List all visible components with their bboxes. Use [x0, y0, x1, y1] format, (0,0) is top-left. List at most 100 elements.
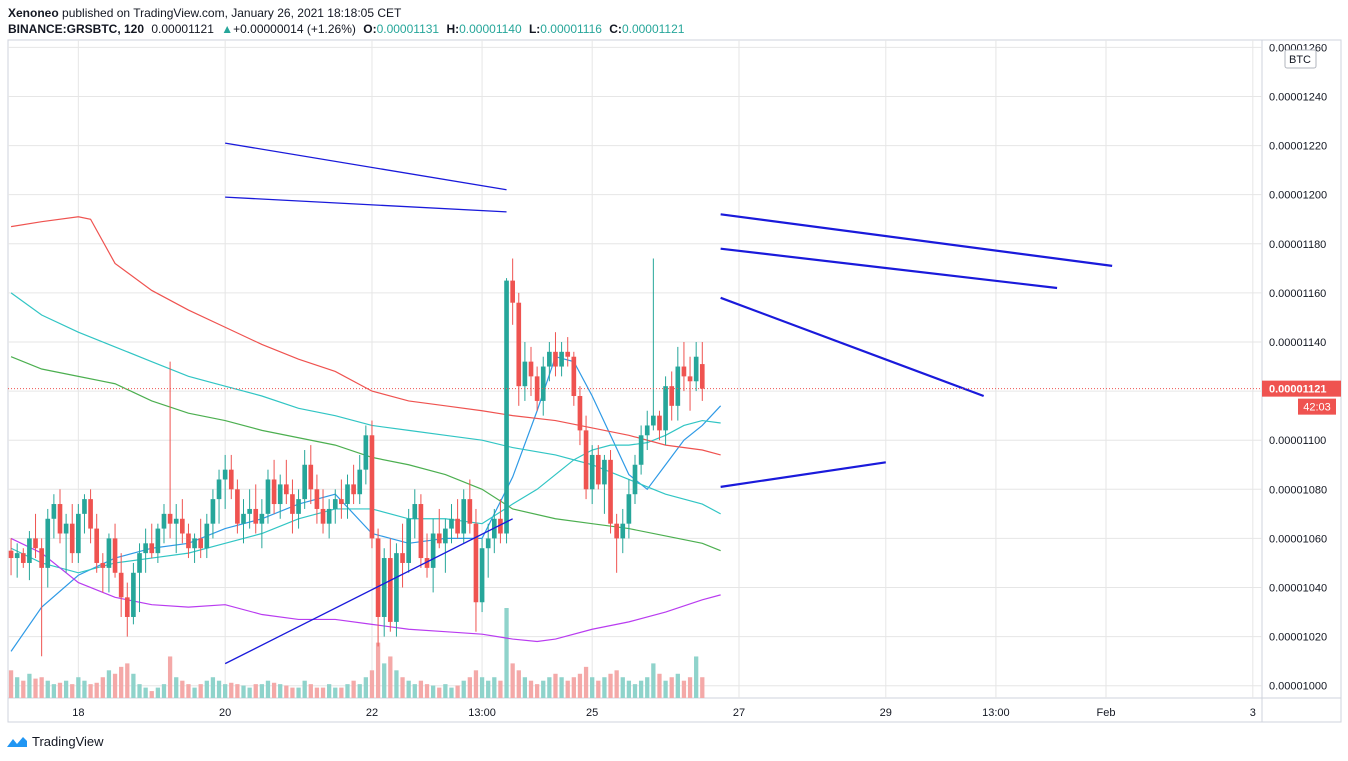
candle-body	[210, 499, 216, 524]
x-tick-label: 20	[219, 707, 231, 719]
candle-body	[45, 518, 51, 568]
candle-body	[430, 533, 436, 568]
volume-bar	[700, 677, 705, 698]
published-text: published on TradingView.com, January 26…	[62, 6, 402, 20]
candle-body	[149, 543, 155, 554]
trendline	[720, 213, 1113, 267]
candle-body	[387, 558, 393, 622]
volume-bar	[437, 687, 442, 698]
volume-bar	[229, 682, 234, 698]
candle-body	[406, 518, 411, 563]
volume-bar	[204, 680, 209, 698]
candle-body	[375, 538, 381, 617]
trendline	[225, 142, 507, 191]
volume-bar	[45, 680, 50, 698]
candle-body	[27, 538, 32, 563]
volume-bar	[486, 680, 491, 698]
candle-body	[8, 550, 14, 559]
candle-body	[424, 558, 430, 568]
tradingview-logo[interactable]: TradingView	[6, 734, 104, 749]
volume-bar	[339, 687, 344, 698]
volume-bar	[27, 673, 32, 698]
volume-bar	[479, 677, 485, 698]
current-price-tag	[1262, 380, 1341, 397]
volume-bar	[382, 663, 387, 698]
trendline	[720, 296, 985, 398]
volume-bar	[449, 687, 454, 698]
candle-body	[106, 538, 112, 568]
y-tick-label: 0.00001020	[1269, 632, 1327, 644]
volume-bar	[186, 684, 191, 698]
brand-label: TradingView	[32, 734, 104, 749]
volume-bar	[33, 678, 38, 698]
candle-body	[241, 513, 246, 524]
y-tick-label: 0.00001220	[1269, 141, 1327, 153]
volume-bar	[663, 680, 668, 698]
volume-bar	[626, 680, 632, 698]
candle-body	[583, 430, 589, 490]
candle-body	[186, 533, 191, 549]
candle-body	[351, 484, 356, 495]
candle-body	[657, 415, 662, 431]
candle-body	[400, 553, 405, 563]
y-tick-label: 0.00001060	[1269, 533, 1327, 545]
volume-bar	[290, 687, 295, 698]
volume-bar	[351, 680, 356, 698]
author-name[interactable]: Xenoneo	[8, 6, 59, 20]
candle-body	[39, 548, 44, 568]
volume-bar	[143, 687, 148, 698]
volume-bar	[345, 684, 350, 698]
symbol-label[interactable]: BINANCE:GRSBTC, 120	[8, 22, 145, 36]
volume-bar	[657, 673, 662, 698]
y-tick-label: 0.00001180	[1269, 239, 1326, 251]
trendline	[225, 196, 507, 213]
x-tick-label: 27	[733, 707, 745, 719]
volume-bar	[94, 682, 99, 698]
volume-bar	[216, 680, 222, 698]
trendline	[224, 518, 513, 665]
volume-bar	[137, 684, 142, 698]
y-tick-label: 0.00001040	[1269, 583, 1327, 595]
volume-bar	[106, 670, 112, 698]
candle-body	[602, 459, 607, 485]
candle-body	[143, 543, 148, 554]
candle-body	[687, 376, 693, 382]
x-tick-label: 18	[72, 707, 84, 719]
candle-body	[608, 459, 613, 524]
volume-bar	[681, 680, 687, 698]
candle-body	[63, 523, 69, 534]
candle-body	[296, 499, 301, 514]
volume-bar	[559, 677, 564, 698]
trendline	[720, 461, 886, 488]
open-value: 0.00001131	[376, 22, 440, 36]
volume-bar	[241, 685, 246, 698]
candle-body	[357, 469, 363, 495]
volume-bar	[320, 687, 326, 698]
volume-bar	[198, 684, 203, 698]
candle-body	[222, 469, 228, 480]
volume-bar	[424, 684, 430, 698]
candle-body	[663, 386, 668, 431]
volume-bar	[400, 677, 405, 698]
candle-body	[547, 351, 552, 367]
candle-body	[516, 302, 522, 387]
volume-bar	[327, 684, 332, 698]
high-value: 0.00001140	[459, 22, 522, 36]
candle-body	[638, 435, 644, 465]
candle-body	[259, 513, 265, 524]
volume-bar	[565, 680, 570, 698]
volume-bar	[675, 673, 680, 698]
candle-body	[235, 489, 240, 524]
candle-body	[33, 538, 38, 549]
volume-bar	[223, 684, 228, 698]
volume-bar	[541, 680, 546, 698]
low-value: 0.00001116	[540, 22, 602, 36]
candle-body	[308, 464, 314, 490]
y-tick-label: 0.00001240	[1269, 91, 1327, 103]
volume-bar	[39, 677, 44, 698]
candle-body	[455, 518, 460, 534]
y-tick-label: 0.00001100	[1269, 435, 1326, 447]
candle-body	[381, 558, 387, 617]
candle-body	[363, 435, 369, 470]
